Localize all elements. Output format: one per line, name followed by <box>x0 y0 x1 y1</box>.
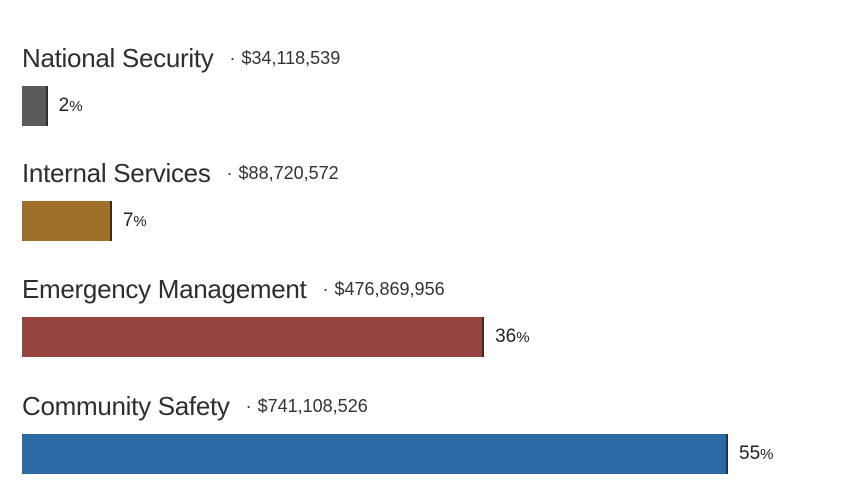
bar-community-safety <box>22 434 728 474</box>
percent-label-internal-services: 7% <box>123 201 147 241</box>
category-name: Emergency Management <box>22 273 307 304</box>
percent-value: 55 <box>739 443 761 464</box>
percent-value: 36 <box>495 326 517 347</box>
percent-value: 2 <box>58 95 70 116</box>
bar-row-emergency-management: Emergency Management · $476,869,956 36% <box>22 271 832 371</box>
category-name: Community Safety <box>22 390 230 421</box>
bar-row-internal-services: Internal Services · $88,720,572 7% <box>22 155 832 255</box>
bar-row-community-safety: Community Safety · $741,108,526 55% <box>22 388 832 488</box>
bar-internal-services <box>22 201 112 241</box>
percent-symbol: % <box>69 97 83 115</box>
percent-label-emergency-management: 36% <box>495 317 529 357</box>
percent-symbol: % <box>760 445 774 463</box>
percent-symbol: % <box>133 212 147 230</box>
percent-label-community-safety: 55% <box>739 434 773 474</box>
category-label-line: Emergency Management · $476,869,956 <box>22 271 445 307</box>
category-name: National Security <box>22 42 214 73</box>
percent-label-national-security: 2% <box>59 86 83 126</box>
category-name: Internal Services <box>22 157 211 188</box>
category-label-line: Community Safety · $741,108,526 <box>22 388 368 424</box>
separator-dot: · <box>229 47 236 68</box>
bar-emergency-management <box>22 317 485 357</box>
separator-dot: · <box>226 162 233 183</box>
category-label-line: National Security · $34,118,539 <box>22 40 340 76</box>
category-amount: $88,720,572 <box>238 162 339 183</box>
percent-symbol: % <box>516 328 530 346</box>
percent-value: 7 <box>122 210 134 231</box>
bar-national-security <box>22 86 48 126</box>
separator-dot: · <box>245 395 252 416</box>
category-amount: $741,108,526 <box>257 395 368 416</box>
bar-row-national-security: National Security · $34,118,539 2% <box>22 40 832 140</box>
category-amount: $476,869,956 <box>334 278 445 299</box>
separator-dot: · <box>322 278 329 299</box>
category-amount: $34,118,539 <box>241 47 341 68</box>
category-label-line: Internal Services · $88,720,572 <box>22 155 339 191</box>
